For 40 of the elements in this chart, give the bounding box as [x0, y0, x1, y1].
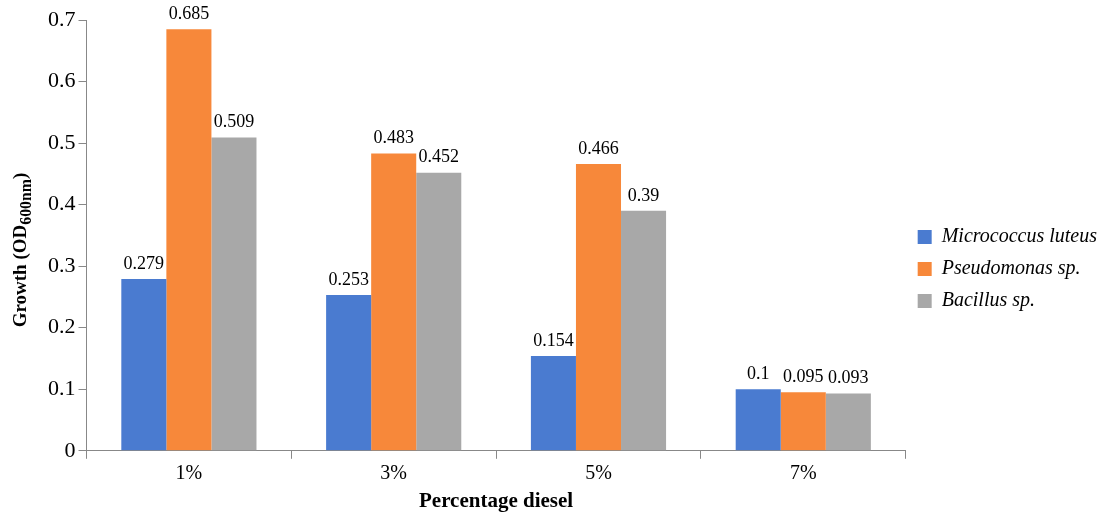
bar — [530, 356, 576, 451]
bar — [416, 172, 462, 451]
data-label: 0.279 — [123, 252, 165, 273]
y-tick-label: 0.2 — [48, 313, 76, 339]
bar — [166, 29, 212, 451]
legend-label: Micrococcus luteus — [940, 224, 1098, 247]
bar — [371, 153, 417, 451]
bar — [121, 279, 167, 451]
bar — [575, 164, 622, 451]
y-tick-label: 0.6 — [48, 67, 76, 93]
y-tick-label: 0.5 — [48, 128, 76, 154]
data-label: 0.154 — [533, 329, 574, 350]
legend-label: Pseudomonas sp. — [940, 256, 1081, 280]
bar — [211, 137, 257, 451]
bar — [326, 295, 372, 451]
legend-label: Bacillus sp. — [941, 288, 1036, 312]
x-axis-title: Percentage diesel — [419, 487, 574, 512]
y-tick-label: 0.7 — [48, 5, 76, 31]
data-label: 0.095 — [783, 366, 824, 387]
data-label: 0.1 — [746, 362, 770, 383]
data-label: 0.39 — [627, 184, 660, 205]
data-label: 0.483 — [373, 127, 414, 148]
y-tick-label: 0 — [64, 436, 76, 462]
data-label: 0.685 — [168, 2, 210, 23]
bar — [780, 392, 826, 451]
bar — [735, 389, 781, 451]
y-tick-label: 0.4 — [48, 190, 76, 216]
data-label: 0.509 — [213, 111, 255, 132]
x-tick-label: 7% — [789, 461, 817, 484]
y-tick-label: 0.1 — [48, 375, 76, 401]
x-tick-label: 3% — [380, 461, 408, 484]
data-label: 0.253 — [328, 268, 369, 289]
bar — [825, 393, 871, 451]
bar — [621, 210, 667, 451]
data-label: 0.466 — [578, 137, 619, 158]
data-label: 0.452 — [418, 146, 459, 167]
x-tick-label: 5% — [585, 461, 612, 484]
y-tick-label: 0.3 — [48, 251, 76, 277]
x-tick-label: 1% — [175, 461, 203, 484]
data-label: 0.093 — [828, 367, 869, 388]
